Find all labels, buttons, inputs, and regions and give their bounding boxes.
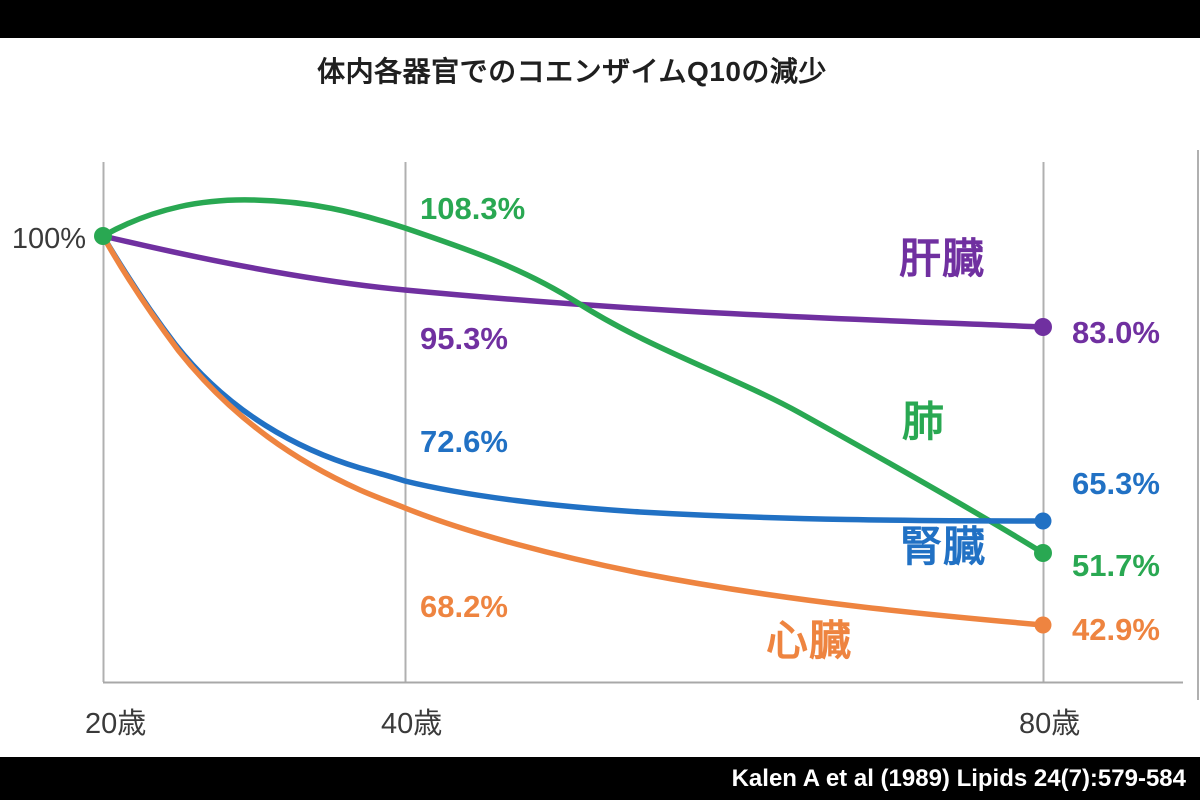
source-citation: Kalen A et al (1989) Lipids 24(7):579-58… [731, 764, 1186, 792]
liver-line [100, 233, 1046, 330]
lung-line [100, 197, 1046, 556]
liver-end-dot [1034, 318, 1052, 336]
x-tick-80: 80歳 [1019, 708, 1081, 740]
kidney-value-80: 65.3% [1072, 466, 1160, 501]
chart-canvas [0, 38, 1200, 757]
lung-end-dot [1034, 544, 1052, 562]
start-point-dot [94, 227, 112, 245]
kidney-end-dot [1034, 512, 1052, 530]
kidney-value-40: 72.6% [420, 424, 508, 459]
lung-value-80: 51.7% [1072, 548, 1160, 583]
x-tick-20: 20歳 [85, 708, 147, 740]
chart-title: 体内各器官でのコエンザイムQ10の減少 [317, 56, 827, 87]
liver-value-80: 83.0% [1072, 315, 1160, 350]
series-label-liver: 肝臓 [899, 235, 986, 282]
series-label-lung: 肺 [902, 398, 946, 445]
series-label-heart: 心臓 [766, 617, 853, 664]
lung-value-40: 108.3% [420, 191, 526, 226]
heart-value-80: 42.9% [1072, 612, 1160, 647]
top-letterbox-bar [0, 0, 1200, 38]
bottom-letterbox-bar: Kalen A et al (1989) Lipids 24(7):579-58… [0, 757, 1200, 800]
y-baseline-label: 100% [11, 223, 86, 255]
heart-value-40: 68.2% [420, 589, 508, 624]
heart-line [100, 233, 1046, 628]
liver-value-40: 95.3% [420, 321, 508, 356]
series-label-kidney: 腎臓 [900, 523, 987, 570]
x-tick-40: 40歳 [381, 708, 443, 740]
heart-end-dot [1034, 616, 1052, 634]
